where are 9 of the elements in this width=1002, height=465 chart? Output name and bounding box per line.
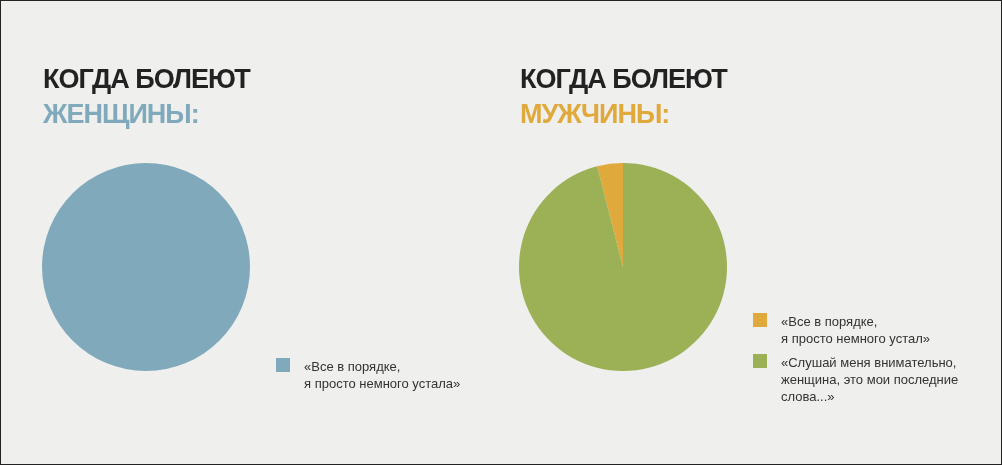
chart-title: КОГДА БОЛЕЮТ [520,64,729,94]
pie-slice [519,163,727,371]
pie-slice [597,163,623,267]
legend-label: «Слушай меня внимательно, женщина, это мои последние слова...» [781,355,959,404]
legend-label: «Все в порядке, я просто немного устал» [781,314,931,346]
chart-title: КОГДА БОЛЕЮТ [43,64,252,94]
chart-subtitle: МУЖЧИНЫ: [520,99,670,129]
legend-label: «Все в порядке, я просто немного устала» [304,359,461,391]
chart-subtitle: ЖЕНЩИНЫ: [42,99,199,129]
